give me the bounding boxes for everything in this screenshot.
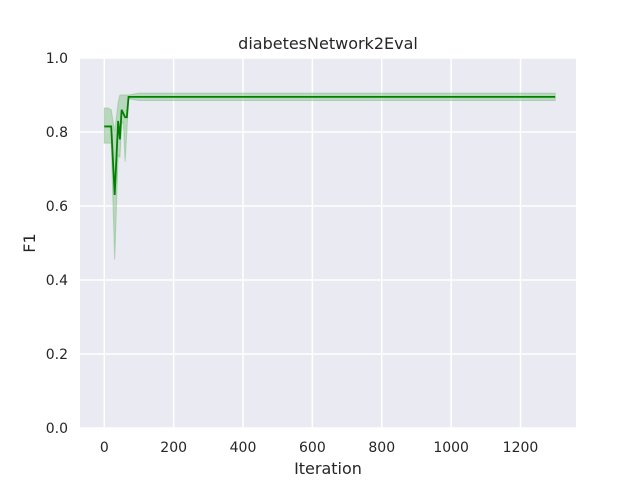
x-axis-label: Iteration	[294, 459, 362, 478]
series-line	[104, 95, 556, 195]
x-tick-label: 800	[368, 440, 395, 456]
y-tick-label: 0.4	[46, 273, 68, 289]
x-tick-label: 600	[299, 440, 326, 456]
y-axis-label: F1	[20, 233, 39, 252]
x-tick-label: 1200	[503, 440, 539, 456]
x-tick-labels: 0 200 400 600 800 1000 1200	[100, 440, 539, 456]
y-tick-label: 0.8	[46, 125, 68, 141]
line-layer	[104, 95, 556, 195]
confidence-band	[103, 92, 556, 260]
x-tick-label: 200	[160, 440, 187, 456]
grid	[80, 57, 576, 429]
y-tick-label: 1.0	[46, 51, 68, 67]
y-tick-labels: 0.0 0.2 0.4 0.6 0.8 1.0	[46, 51, 68, 437]
y-tick-label: 0.0	[46, 421, 68, 437]
x-tick-label: 400	[230, 440, 257, 456]
x-tick-label: 0	[100, 440, 109, 456]
y-tick-label: 0.6	[46, 199, 68, 215]
chart-title: diabetesNetwork2Eval	[238, 34, 418, 53]
plot-area	[80, 58, 576, 428]
confidence-band-layer	[103, 92, 556, 260]
x-tick-label: 1000	[433, 440, 469, 456]
y-tick-label: 0.2	[46, 347, 68, 363]
